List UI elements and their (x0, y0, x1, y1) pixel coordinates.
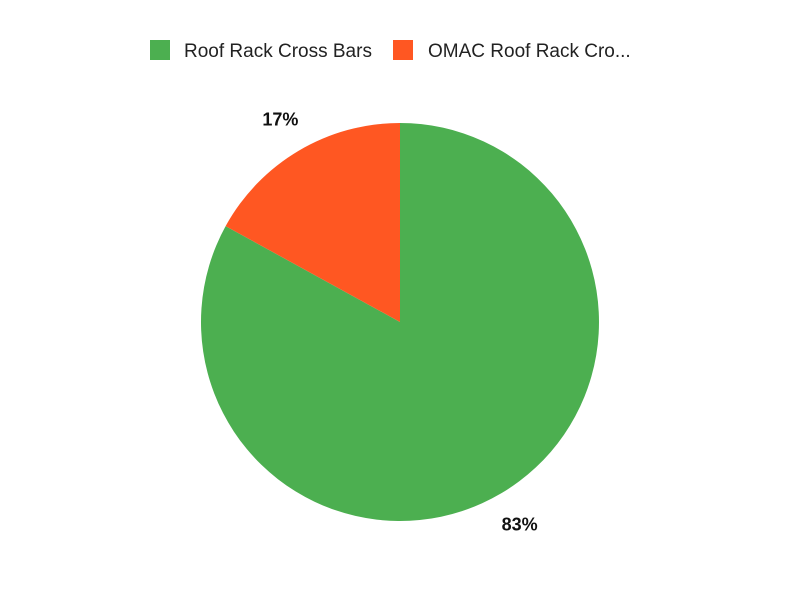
pie-slice-roof-rack-cross-bars[interactable] (200, 123, 599, 521)
legend-label-roof-rack-cross-bars[interactable]: Roof Rack Cross Bars (184, 41, 372, 62)
pie-slices (200, 123, 599, 521)
slice-value-label-roof-rack-cross-bars: 83% (502, 514, 538, 534)
pie-value-labels: 83% 17% (262, 110, 537, 535)
legend-swatch-roof-rack-cross-bars[interactable] (150, 40, 170, 60)
pie-slice-omac-roof-rack[interactable] (225, 123, 400, 322)
slice-value-label-omac-roof-rack: 17% (262, 110, 298, 130)
legend: Roof Rack Cross Bars OMAC Roof Rack Cro.… (150, 40, 631, 62)
legend-swatch-omac-roof-rack[interactable] (393, 40, 413, 60)
legend-label-omac-roof-rack[interactable]: OMAC Roof Rack Cro... (428, 41, 631, 62)
